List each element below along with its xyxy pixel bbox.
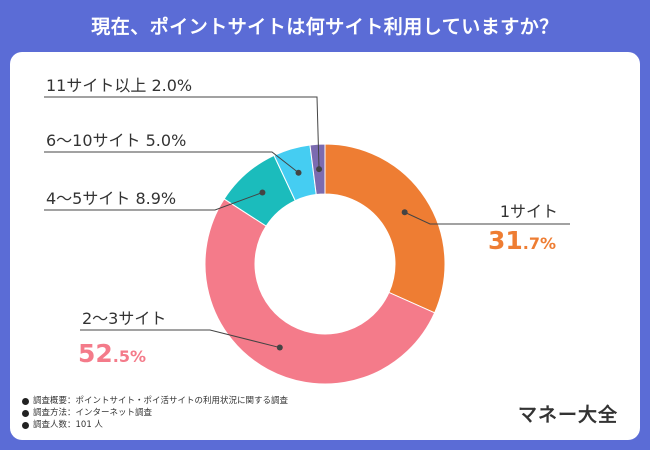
label-1site: 1サイト (500, 202, 558, 221)
leader-lines (44, 96, 570, 351)
donut-chart: 1サイト 31.7% 2〜3サイト 52.5% 4〜5サイト 8.9% 6〜10サイト 5… (44, 76, 570, 385)
label-4-5site: 4〜5サイト 8.9% (46, 189, 176, 208)
slice-labels: 1サイト 31.7% 2〜3サイト 52.5% 4〜5サイト 8.9% 6〜10サイト 5… (46, 76, 558, 368)
bullet-icon (22, 397, 29, 405)
label-6-10site: 6〜10サイト 5.0% (46, 131, 186, 150)
label-2-3site: 2〜3サイト (82, 309, 166, 328)
note-method: 調査方法：インターネット調査 (22, 407, 288, 419)
label-11site: 11サイト以上 2.0% (46, 76, 192, 95)
brand-logo-text: マネー大全 (517, 404, 618, 426)
slice-0 (324, 143, 446, 314)
donut-slices (204, 143, 446, 385)
note-count: 調査人数：101 人 (22, 419, 288, 431)
chart-panel: 1サイト 31.7% 2〜3サイト 52.5% 4〜5サイト 8.9% 6〜10サイト 5… (10, 52, 640, 440)
note-overview: 調査概要：ポイントサイト・ポイ活サイトの利用状況に関する調査 (22, 395, 288, 407)
bullet-icon (22, 409, 29, 417)
chart-title: 現在、ポイントサイトは何サイト利用していますか？ (91, 15, 559, 38)
value-2-3site: 52.5% (78, 339, 146, 368)
leader-1site-line (404, 211, 570, 225)
leader-6-10site-line (44, 151, 299, 174)
value-1site: 31.7% (488, 226, 556, 255)
survey-notes: 調査概要：ポイントサイト・ポイ活サイトの利用状況に関する調査 調査方法：インター… (22, 395, 288, 431)
leader-4-5site-line (44, 192, 263, 211)
bullet-icon (22, 421, 29, 429)
leader-2-3site-line (80, 329, 280, 349)
leader-11site-line (44, 96, 320, 170)
slice-1 (204, 198, 436, 385)
